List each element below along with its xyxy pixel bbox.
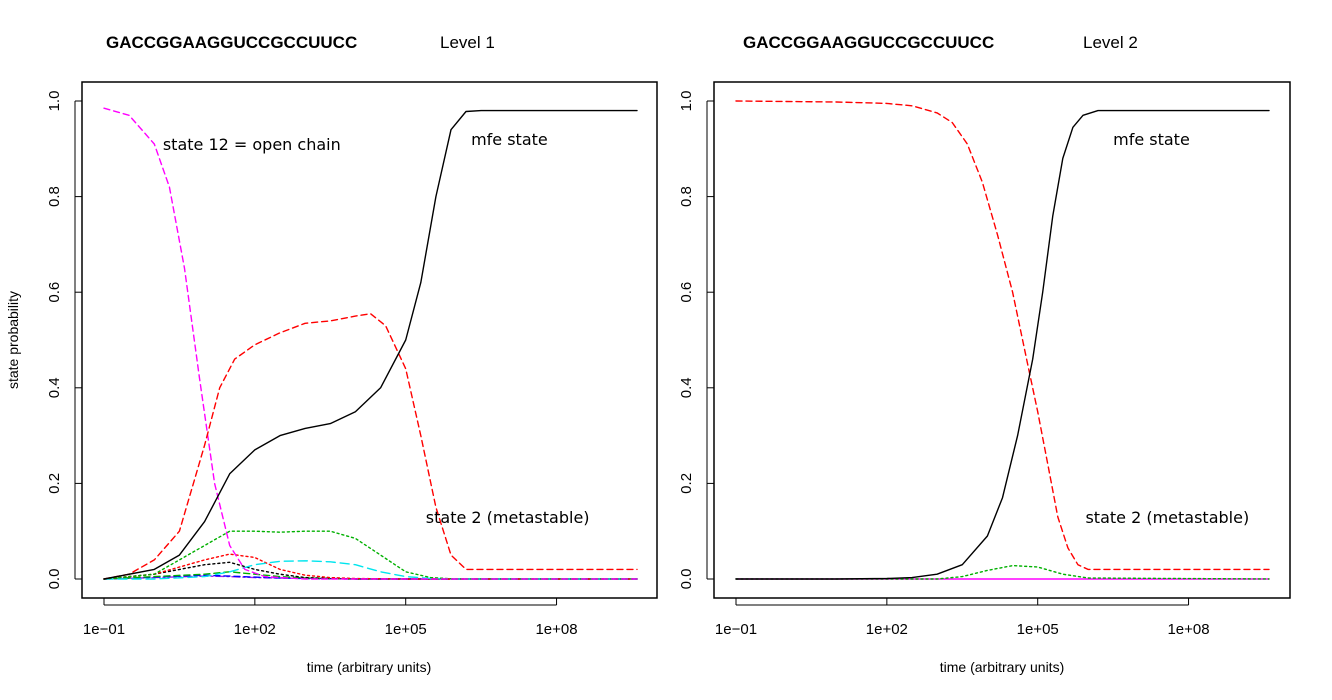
annotation-label: state 2 (metastable): [1085, 508, 1249, 527]
chart-title: GACCGGAAGGUCCGCCUUCC: [106, 33, 357, 52]
chart-panel-level-1: GACCGGAAGGUCCGCCUUCC Level 1 time (arbit…: [5, 33, 658, 675]
annotations: mfe state state 2 (metastable): [1085, 130, 1249, 527]
series-lines: [103, 107, 638, 580]
x-tick-label: 1e−01: [83, 621, 125, 638]
series-line-mfe-state: [735, 109, 1270, 580]
series-lines: [735, 100, 1270, 580]
y-tick-label: 0.6: [46, 282, 63, 303]
annotation-label: state 2 (metastable): [426, 508, 590, 527]
x-ticks: 1e−01 1e+02 1e+05 1e+08: [715, 598, 1210, 638]
plot-frame: [81, 81, 658, 599]
x-tick-label: 1e+02: [866, 621, 908, 638]
y-tick-label: 0.0: [46, 569, 63, 590]
series-line-state-12-open-chain: [103, 107, 638, 580]
series-line-green-dotted: [103, 530, 638, 580]
y-axis-label: state probability: [5, 291, 21, 389]
x-axis-label: time (arbitrary units): [307, 659, 431, 675]
x-axis-label: time (arbitrary units): [940, 659, 1064, 675]
y-tick-label: 1.0: [678, 91, 695, 112]
annotation-label: mfe state: [1113, 130, 1190, 149]
chart-title: GACCGGAAGGUCCGCCUUCC: [743, 33, 994, 52]
y-ticks: 0.0 0.2 0.4 0.6 0.8 1.0: [46, 91, 82, 590]
x-tick-label: 1e+08: [535, 621, 577, 638]
x-tick-label: 1e+08: [1167, 621, 1209, 638]
y-tick-label: 0.2: [678, 473, 695, 494]
x-tick-label: 1e+05: [385, 621, 427, 638]
y-tick-label: 0.4: [46, 377, 63, 398]
series-line-mfe-state: [103, 109, 638, 580]
y-ticks: 0.0 0.2 0.4 0.6 0.8 1.0: [678, 91, 714, 590]
y-tick-label: 0.6: [678, 282, 695, 303]
y-tick-label: 0.8: [46, 186, 63, 207]
y-tick-label: 0.8: [678, 186, 695, 207]
chart-subtitle: Level 2: [1083, 33, 1138, 52]
series-line-state-2-metastable: [103, 313, 638, 580]
x-tick-label: 1e+02: [234, 621, 276, 638]
chart-panel-level-2: GACCGGAAGGUCCGCCUUCC Level 2 time (arbit…: [678, 33, 1291, 675]
y-tick-label: 0.2: [46, 473, 63, 494]
series-line-green-dotted: [735, 564, 1270, 580]
annotation-label: mfe state: [471, 130, 548, 149]
x-ticks: 1e−01 1e+02 1e+05 1e+08: [83, 598, 578, 638]
series-line-cyan-dashed: [103, 560, 638, 580]
x-tick-label: 1e+05: [1017, 621, 1059, 638]
y-tick-label: 0.4: [678, 377, 695, 398]
series-line-green-dashed: [103, 571, 638, 580]
plot-frame: [713, 81, 1291, 599]
series-line-state-2-metastable: [735, 100, 1270, 571]
x-tick-label: 1e−01: [715, 621, 757, 638]
y-tick-label: 0.0: [678, 569, 695, 590]
y-tick-label: 1.0: [46, 91, 63, 112]
annotation-label: state 12 = open chain: [163, 135, 341, 154]
annotations: state 12 = open chain mfe state state 2 (m…: [163, 130, 590, 527]
chart-subtitle: Level 1: [440, 33, 495, 52]
